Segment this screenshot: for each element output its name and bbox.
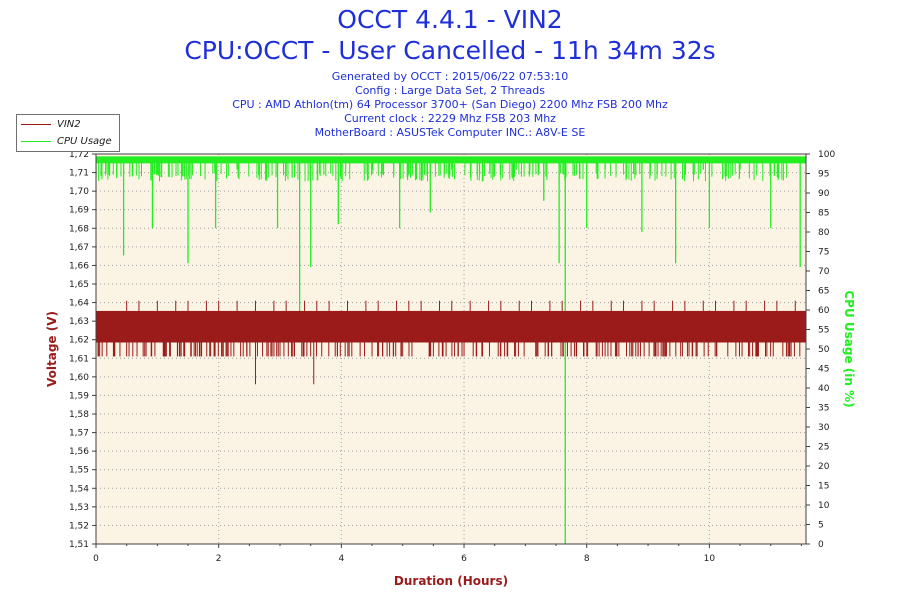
y-tick-label: 1,68 xyxy=(69,224,89,234)
y2-tick-label: 30 xyxy=(818,423,830,433)
legend: VIN2 CPU Usage xyxy=(16,114,120,152)
y2-tick-label: 90 xyxy=(818,189,830,199)
y2-tick-label: 10 xyxy=(818,501,830,511)
y-tick-label: 1,62 xyxy=(69,336,89,346)
y-tick-label: 1,60 xyxy=(69,373,89,383)
y-tick-label: 1,59 xyxy=(69,391,89,401)
x-tick-label: 6 xyxy=(461,554,467,564)
y2-tick-label: 60 xyxy=(818,306,830,316)
chart-title: OCCT 4.4.1 - VIN2 xyxy=(337,5,563,34)
info-cpu: CPU : AMD Athlon(tm) 64 Processor 3700+ … xyxy=(232,98,668,111)
y-tick-label: 1,69 xyxy=(69,206,89,216)
y-tick-label: 1,51 xyxy=(69,540,89,550)
y-tick-label: 1,61 xyxy=(69,354,89,364)
y2-tick-label: 20 xyxy=(818,462,830,472)
legend-item-vin2: VIN2 xyxy=(21,116,81,132)
y2-tick-label: 35 xyxy=(818,404,829,414)
y-tick-label: 1,66 xyxy=(69,261,89,271)
y-tick-label: 1,67 xyxy=(69,243,89,253)
y-tick-label: 1,64 xyxy=(69,299,89,309)
y2-tick-label: 5 xyxy=(818,521,824,531)
axis-ticks: 1,51 1,52 1,53 1,54 1,55 1,56 1,57 1,58 1,59 1,60… xyxy=(69,150,835,564)
y-axis-title: Voltage (V) xyxy=(45,311,59,387)
y-tick-label: 1,72 xyxy=(69,150,89,160)
y2-tick-label: 45 xyxy=(818,365,829,375)
legend-label-vin2: VIN2 xyxy=(57,118,81,130)
y2-tick-label: 80 xyxy=(818,228,830,238)
y-tick-label: 1,56 xyxy=(69,447,89,457)
info-motherboard: MotherBoard : ASUSTek Computer INC.: A8V… xyxy=(314,126,586,139)
legend-swatch-vin2 xyxy=(21,123,51,125)
y2-axis-title: CPU Usage (in %) xyxy=(842,290,856,407)
info-generated: Generated by OCCT : 2015/06/22 07:53:10 xyxy=(331,70,569,83)
chart-subtitle: CPU:OCCT - User Cancelled - 11h 34m 32s xyxy=(184,36,716,65)
x-tick-label: 10 xyxy=(704,554,716,564)
legend-label-cpu-usage: CPU Usage xyxy=(57,135,112,147)
y-tick-label: 1,53 xyxy=(69,503,89,513)
y2-tick-label: 40 xyxy=(818,384,830,394)
y-tick-label: 1,65 xyxy=(69,280,89,290)
y2-tick-label: 100 xyxy=(818,150,835,160)
y2-tick-label: 0 xyxy=(818,540,824,550)
vin2-band xyxy=(96,310,806,343)
x-tick-label: 4 xyxy=(338,554,344,564)
y-tick-label: 1,57 xyxy=(69,429,89,439)
y2-tick-label: 85 xyxy=(818,209,829,219)
x-tick-label: 8 xyxy=(584,554,590,564)
y-tick-label: 1,63 xyxy=(69,317,89,327)
y2-tick-label: 95 xyxy=(818,170,829,180)
y-tick-label: 1,58 xyxy=(69,410,89,420)
info-config: Config : Large Data Set, 2 Threads xyxy=(355,84,545,97)
y2-tick-label: 50 xyxy=(818,345,830,355)
legend-item-cpu-usage: CPU Usage xyxy=(21,133,112,149)
vin2-series xyxy=(96,300,806,385)
y-tick-label: 1,52 xyxy=(69,521,89,531)
x-tick-label: 0 xyxy=(93,554,99,564)
y-tick-label: 1,54 xyxy=(69,484,89,494)
y2-tick-label: 70 xyxy=(818,267,830,277)
x-tick-label: 2 xyxy=(216,554,222,564)
y-tick-label: 1,71 xyxy=(69,169,89,179)
info-clock: Current clock : 2229 Mhz FSB 203 Mhz xyxy=(344,112,556,125)
plot-area xyxy=(96,154,806,544)
y2-tick-label: 15 xyxy=(818,482,829,492)
y2-tick-label: 75 xyxy=(818,248,829,258)
y-tick-label: 1,70 xyxy=(69,187,89,197)
x-axis-title: Duration (Hours) xyxy=(394,574,508,588)
y2-tick-label: 55 xyxy=(818,326,829,336)
y-tick-label: 1,55 xyxy=(69,466,89,476)
y2-tick-label: 65 xyxy=(818,287,829,297)
legend-swatch-cpu-usage xyxy=(21,140,51,142)
cpu-usage-series xyxy=(95,156,806,544)
y2-tick-label: 25 xyxy=(818,443,829,453)
